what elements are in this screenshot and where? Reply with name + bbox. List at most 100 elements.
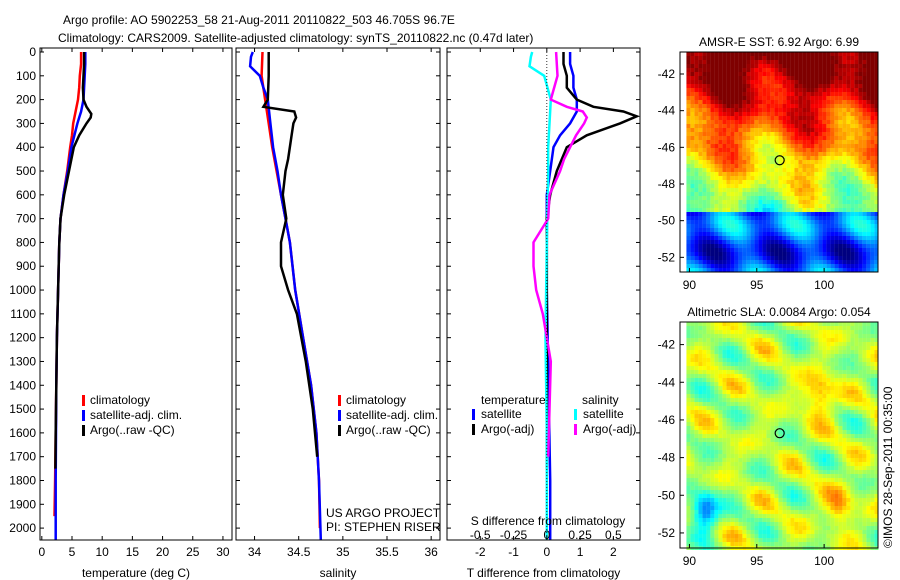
map-cell (726, 176, 731, 180)
map-cell (834, 378, 839, 382)
map-cell (730, 160, 735, 164)
map-cell (730, 236, 735, 240)
map-cell (710, 338, 715, 342)
map-cell (842, 406, 847, 410)
map-cell (686, 220, 691, 224)
map-cell (814, 240, 819, 244)
map-cell (722, 330, 727, 334)
map-cell (790, 354, 795, 358)
map-cell (706, 144, 711, 148)
map-cell (746, 252, 751, 256)
map-cell (702, 236, 707, 240)
map-cell (834, 236, 839, 240)
map-cell (786, 410, 791, 414)
map-cell (758, 402, 763, 406)
map-cell (770, 236, 775, 240)
map-cell (774, 96, 779, 100)
map-cell (726, 96, 731, 100)
map-cell (750, 260, 755, 264)
map-cell (754, 458, 759, 462)
map-cell (710, 454, 715, 458)
map-cell (854, 386, 859, 390)
map-cell (698, 156, 703, 160)
map-cell (742, 334, 747, 338)
map-cell (786, 482, 791, 486)
map-cell (694, 88, 699, 92)
map-cell (770, 410, 775, 414)
map-cell (766, 248, 771, 252)
map-cell (726, 374, 731, 378)
map-cell (758, 240, 763, 244)
y-tick-label: 1600 (9, 426, 36, 440)
map-cell (858, 402, 863, 406)
map-cell (786, 486, 791, 490)
map-cell (822, 156, 827, 160)
map-cell (842, 180, 847, 184)
map-cell (714, 402, 719, 406)
map-cell (782, 188, 787, 192)
map-cell (714, 216, 719, 220)
map-cell (786, 490, 791, 494)
map-cell (754, 172, 759, 176)
map-cell (710, 164, 715, 168)
map-cell (818, 132, 823, 136)
map-cell (714, 64, 719, 68)
map-cell (782, 148, 787, 152)
map-cell (706, 92, 711, 96)
map-cell (798, 474, 803, 478)
map-cell (814, 88, 819, 92)
map-cell (758, 204, 763, 208)
map-cell (814, 208, 819, 212)
map-cell (850, 124, 855, 128)
map-cell (706, 156, 711, 160)
map-cell (798, 490, 803, 494)
map-cell (814, 128, 819, 132)
map-cell (802, 240, 807, 244)
map-cell (874, 268, 879, 272)
map-cell (738, 188, 743, 192)
map-cell (826, 136, 831, 140)
map-cell (826, 248, 831, 252)
map-cell (818, 434, 823, 438)
map-cell (854, 208, 859, 212)
map-cell (826, 92, 831, 96)
map-cell (690, 322, 695, 326)
map-cell (810, 358, 815, 362)
map-cell (822, 442, 827, 446)
map-cell (858, 144, 863, 148)
axes-box (39, 47, 233, 541)
map-cell (698, 466, 703, 470)
map-cell (714, 406, 719, 410)
map-cell (818, 478, 823, 482)
map-cell (870, 342, 875, 346)
map-cell (854, 414, 859, 418)
map-cell (866, 458, 871, 462)
map-cell (862, 342, 867, 346)
map-cell (694, 112, 699, 116)
map-cell (786, 236, 791, 240)
map-cell (706, 104, 711, 108)
map-cell (730, 470, 735, 474)
map-cell (818, 200, 823, 204)
map-cell (766, 100, 771, 104)
map-cell (698, 458, 703, 462)
map-cell (750, 358, 755, 362)
map-cell (694, 248, 699, 252)
map-cell (774, 378, 779, 382)
map-cell (790, 362, 795, 366)
map-cell (870, 132, 875, 136)
map-cell (822, 382, 827, 386)
map-cell (770, 140, 775, 144)
map-cell (758, 88, 763, 92)
map-cell (854, 96, 859, 100)
map-cell (734, 358, 739, 362)
map-cell (862, 104, 867, 108)
map-cell (766, 128, 771, 132)
map-cell (730, 108, 735, 112)
map-cell (734, 212, 739, 216)
map-cell (778, 188, 783, 192)
map-cell (874, 244, 879, 248)
map-cell (754, 128, 759, 132)
map-cell (766, 414, 771, 418)
map-cell (690, 422, 695, 426)
